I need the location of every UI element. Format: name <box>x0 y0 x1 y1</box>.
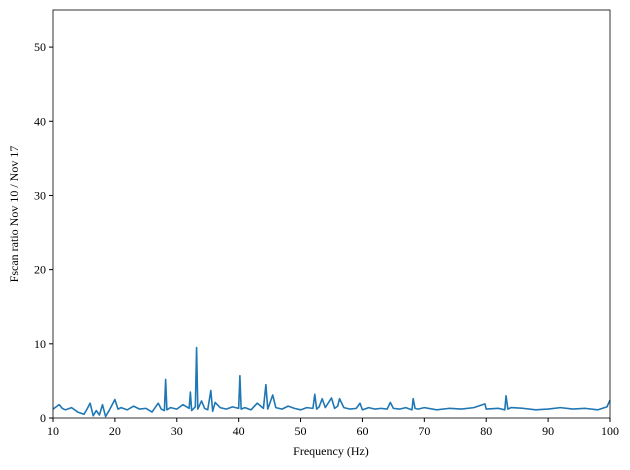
x-tick-label: 50 <box>295 424 307 438</box>
x-tick-label: 30 <box>171 424 183 438</box>
x-tick-label: 90 <box>542 424 554 438</box>
x-tick-label: 40 <box>233 424 245 438</box>
y-tick-label: 50 <box>34 40 46 54</box>
x-tick-label: 60 <box>356 424 368 438</box>
x-axis-label: Frequency (Hz) <box>293 444 369 458</box>
x-tick-label: 80 <box>480 424 492 438</box>
plot-frame <box>52 9 611 419</box>
y-tick-label: 20 <box>34 263 46 277</box>
x-tick-label: 100 <box>601 424 619 438</box>
x-tick-label: 70 <box>418 424 430 438</box>
y-tick-label: 0 <box>40 411 46 425</box>
y-tick-label: 10 <box>34 337 46 351</box>
x-tick-label: 20 <box>109 424 121 438</box>
y-tick-label: 30 <box>34 188 46 202</box>
y-tick-label: 40 <box>34 114 46 128</box>
x-tick-label: 10 <box>47 424 59 438</box>
y-axis-label: Fscan ratio Nov 10 / Nov 17 <box>7 146 21 283</box>
line <box>52 346 611 418</box>
